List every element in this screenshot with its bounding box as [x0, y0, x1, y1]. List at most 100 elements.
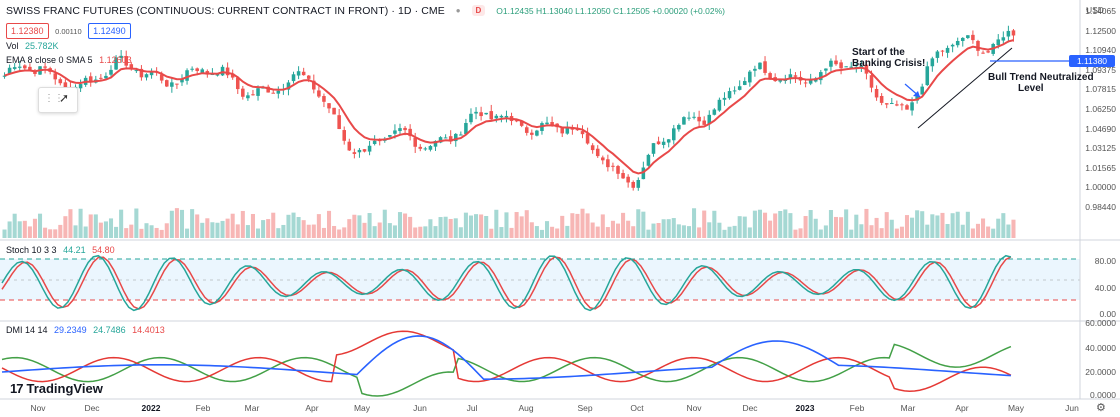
stoch-tick-label: 80.00 — [1094, 256, 1116, 266]
volume-bar — [377, 222, 382, 238]
candle — [859, 60, 864, 73]
volume-bar — [200, 222, 205, 238]
volume-bar — [778, 210, 783, 238]
volume-bar — [879, 228, 884, 238]
candle — [88, 72, 93, 87]
banking-crisis-annotation[interactable]: Start of the Banking Crisis! — [852, 47, 925, 69]
candle — [672, 124, 676, 145]
volume-bar — [448, 218, 453, 238]
volume-bar — [550, 226, 555, 238]
dmi-adx-value: 29.2349 — [54, 325, 87, 335]
candle — [220, 64, 225, 77]
current-level-tag[interactable]: 1.11380 — [1069, 55, 1115, 67]
volume-bar — [763, 212, 768, 238]
volume-bar — [930, 214, 935, 238]
volume-bar — [494, 209, 499, 238]
volume-bar — [423, 226, 428, 238]
candle — [78, 79, 83, 92]
candle — [626, 174, 630, 188]
volume-bar — [605, 227, 610, 238]
candle — [109, 65, 113, 79]
currency-label[interactable]: USD — [1086, 5, 1104, 15]
volume-bar — [585, 213, 590, 238]
candle — [611, 162, 615, 172]
volume-bar — [357, 215, 362, 238]
symbol-title[interactable]: SWISS FRANC FUTURES (CONTINUOUS: CURRENT… — [6, 5, 445, 17]
candle — [879, 93, 884, 106]
volume-bar — [661, 219, 666, 238]
dmi-tick-label: 40.0000 — [1085, 343, 1116, 353]
candle — [225, 62, 230, 79]
volume-bar — [722, 229, 727, 238]
candle — [398, 123, 402, 135]
cursor-icon[interactable]: ➚ — [59, 91, 70, 105]
volume-bar — [453, 218, 458, 238]
volume-bar — [986, 226, 991, 238]
dmi-legend[interactable]: DMI 14 14 29.2349 24.7486 14.4013 — [6, 325, 165, 335]
candle — [641, 161, 646, 180]
time-tick-label: Jun — [1065, 403, 1079, 413]
volume-bar — [981, 218, 986, 238]
volume-bar — [164, 223, 169, 238]
gear-icon[interactable]: ⚙ — [1096, 402, 1106, 414]
volume-bar — [413, 227, 418, 238]
volume-bar — [539, 229, 544, 238]
tradingview-logo[interactable]: 17 TradingView — [10, 381, 103, 396]
time-tick-label: Sep — [577, 403, 593, 413]
volume-bar — [342, 227, 347, 238]
volume-bar — [727, 226, 732, 238]
volume-bar — [392, 225, 397, 238]
volume-bar — [103, 221, 108, 238]
volume-bar — [499, 227, 504, 238]
drawing-toolbox[interactable]: ⋮⋮ ➚ — [38, 87, 78, 113]
volume-bar — [940, 212, 945, 238]
candle — [742, 77, 747, 86]
candle — [920, 83, 924, 95]
sell-price-button[interactable]: 1.12380 — [6, 23, 49, 39]
volume-bar — [428, 219, 433, 238]
candle — [352, 148, 357, 159]
volume-bar — [1006, 224, 1011, 238]
candle — [778, 79, 783, 84]
volume-bar — [793, 229, 798, 238]
tradingview-logo-text: TradingView — [26, 381, 103, 396]
buy-price-button[interactable]: 1.12490 — [88, 23, 131, 39]
candle — [925, 61, 930, 86]
volume-bar — [215, 222, 220, 238]
candle — [935, 50, 940, 63]
volume-bar — [149, 225, 154, 238]
bull-trend-annotation[interactable]: Bull Trend Neutralized Level — [988, 72, 1094, 94]
candle — [170, 78, 174, 93]
volume-bar — [352, 214, 357, 238]
stoch-legend[interactable]: Stoch 10 3 3 44.21 54.80 — [6, 245, 115, 255]
arrow-annotation[interactable] — [904, 83, 921, 98]
price-tick-label: 1.03125 — [1085, 143, 1116, 154]
volume-bar — [397, 212, 403, 238]
volume-bar — [220, 220, 225, 238]
volume-bar — [580, 208, 585, 238]
volume-bar — [63, 216, 68, 238]
volume-bar — [337, 229, 342, 238]
volume-bar — [489, 228, 494, 238]
volume-bar — [306, 224, 311, 238]
candle — [524, 125, 529, 136]
candle — [235, 76, 240, 94]
candle — [950, 43, 955, 53]
volume-bar — [570, 213, 575, 238]
volume-bar — [565, 225, 570, 238]
candle — [895, 100, 899, 107]
candle — [960, 37, 965, 47]
drag-handle-icon[interactable]: ⋮⋮ — [44, 93, 64, 104]
volume-bar — [686, 226, 692, 238]
candle — [246, 92, 250, 101]
volume-bar — [134, 208, 139, 238]
candle — [900, 102, 904, 111]
candle — [301, 67, 306, 76]
volume-legend[interactable]: Vol 25.782K — [6, 41, 59, 51]
ema-legend[interactable]: EMA 8 close 0 SMA 5 1.12603 — [6, 55, 132, 65]
ema-line — [4, 39, 1014, 175]
candle — [707, 110, 712, 130]
volume-bar — [788, 213, 793, 238]
volume-bar — [48, 229, 53, 238]
